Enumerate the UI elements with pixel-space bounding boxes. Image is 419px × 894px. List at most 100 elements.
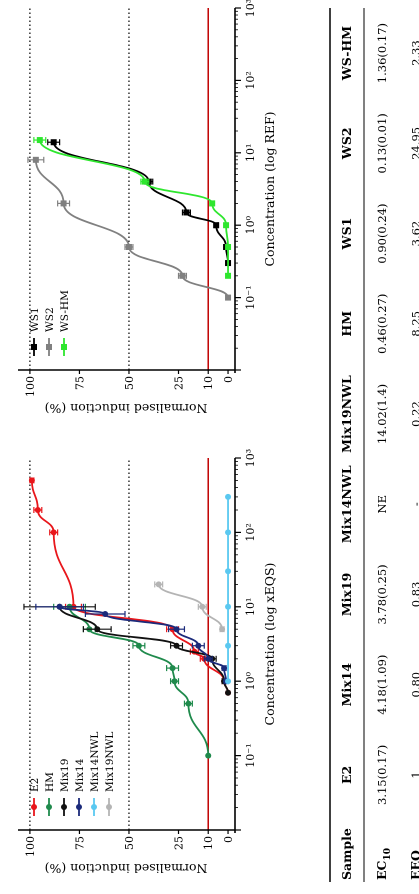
y-tick-label: 75 xyxy=(73,836,86,850)
series-WS-HM xyxy=(33,137,232,279)
data-point xyxy=(125,243,132,250)
x-tick-label: 10¹ xyxy=(244,144,257,162)
table-header-cell: Mix14 xyxy=(339,663,354,707)
data-point xyxy=(225,678,232,685)
legend-swatch-marker xyxy=(106,804,112,810)
series-line-WS2 xyxy=(34,159,229,298)
table-cell: 0.83 xyxy=(409,582,419,608)
legend-label: Mix19NWL xyxy=(104,732,116,792)
x-axis-title: Concentration (log xEQS) xyxy=(262,563,277,726)
table-cell: 1.36(0.17) xyxy=(375,23,389,83)
series-line-Mix19NWL xyxy=(157,584,223,630)
data-point xyxy=(171,678,178,685)
series-Mix14NWL xyxy=(225,493,232,685)
y-axis-title: Normalised induction (%) xyxy=(45,861,208,876)
data-point xyxy=(225,272,232,279)
legend-swatch-marker xyxy=(91,804,97,810)
legend-swatch-marker xyxy=(61,804,67,810)
table-header-cell: E2 xyxy=(339,766,354,784)
data-point xyxy=(205,752,212,759)
table-header-cell: HM xyxy=(339,311,354,337)
legend-swatch-marker xyxy=(31,344,37,350)
table-row-label: EC10 xyxy=(374,848,393,880)
data-point xyxy=(225,294,232,301)
table-cell: 0.13(0.01) xyxy=(375,113,389,173)
series-line-Mix14 xyxy=(58,605,227,682)
table-cell: 3.62 xyxy=(409,221,419,247)
series-line-WS1 xyxy=(52,141,229,264)
table-cell: 8.25 xyxy=(409,311,419,337)
data-point xyxy=(36,137,43,144)
data-point xyxy=(102,611,109,618)
legend-label: Mix14 xyxy=(74,758,86,792)
x-tick-label: 10³ xyxy=(244,0,257,17)
legend-label: E2 xyxy=(29,778,41,792)
data-point xyxy=(225,529,232,536)
y-tick-label: 0 xyxy=(222,836,235,843)
data-point xyxy=(221,665,228,672)
legend-swatch-marker xyxy=(31,804,37,810)
legend-label: WS-HM xyxy=(59,290,71,332)
x-tick-label: 10² xyxy=(244,523,257,541)
series-Mix19NWL xyxy=(154,581,226,633)
data-point xyxy=(225,493,232,500)
table-header-cell: Sample xyxy=(339,828,354,880)
table-cell: 2.33 xyxy=(409,40,419,66)
legend-label: Mix14NWL xyxy=(89,732,101,792)
x-tick-label: 10¹ xyxy=(244,598,257,616)
table-cell: 3.15(0.17) xyxy=(375,745,389,805)
x-tick-label: 10³ xyxy=(244,449,257,467)
data-point xyxy=(155,581,162,588)
x-tick-label: 10⁰ xyxy=(244,215,257,234)
data-point xyxy=(213,222,220,229)
legend-swatch-marker xyxy=(46,344,52,350)
y-tick-label: 100 xyxy=(24,376,37,397)
y-tick-label: 0 xyxy=(222,376,235,383)
data-point xyxy=(34,507,41,514)
legend-label: Mix19 xyxy=(59,759,71,792)
table-cell: 0.22 xyxy=(409,401,419,427)
data-point xyxy=(225,568,232,575)
series-line-E2 xyxy=(30,480,229,693)
legend: E2 HM Mix19 Mix14 Mix14NWL Mix19NWL xyxy=(29,732,116,816)
table-header-cell: Mix19 xyxy=(339,573,354,616)
data-point xyxy=(32,156,39,163)
legend-label: WS2 xyxy=(44,307,56,332)
legend: WS1 WS2 WS-HM xyxy=(29,290,71,356)
data-point xyxy=(56,603,63,610)
table-header-cell: WS-HM xyxy=(339,26,354,82)
x-tick-label: 10⁻¹ xyxy=(244,743,257,767)
table-cell: 14.02(1.4) xyxy=(375,384,389,444)
data-point xyxy=(225,243,232,250)
y-tick-label: 25 xyxy=(173,376,186,390)
data-point xyxy=(173,626,180,633)
table-header-cell: Mix14NWL xyxy=(339,465,354,543)
data-point xyxy=(225,603,232,610)
legend-label: WS1 xyxy=(29,307,41,332)
table-header-cell: WS1 xyxy=(339,218,354,251)
series-HM xyxy=(53,603,212,759)
table-row-label: EEQ xyxy=(408,850,419,880)
y-tick-label: 50 xyxy=(123,836,136,850)
table-cell: 3.78(0.25) xyxy=(375,564,389,624)
legend-label: HM xyxy=(44,772,56,792)
data-point xyxy=(50,529,57,536)
data-point xyxy=(169,665,176,672)
data-point xyxy=(195,642,202,649)
table-cell: 0.90(0.24) xyxy=(375,203,389,263)
y-axis-title: Normalised induction (%) xyxy=(45,401,208,416)
table-cell: NE xyxy=(375,495,389,513)
data-point xyxy=(205,655,212,662)
series-E2 xyxy=(28,477,232,696)
data-point xyxy=(223,222,230,229)
table-cell: 1 xyxy=(409,771,419,778)
data-point xyxy=(185,700,192,707)
legend-swatch-marker xyxy=(61,344,67,350)
data-point xyxy=(94,626,101,633)
table-cell: 24.95 xyxy=(409,127,419,160)
data-point xyxy=(225,642,232,649)
y-tick-label: 10 xyxy=(202,836,215,850)
data-point xyxy=(209,200,216,207)
y-tick-label: 75 xyxy=(73,376,86,390)
